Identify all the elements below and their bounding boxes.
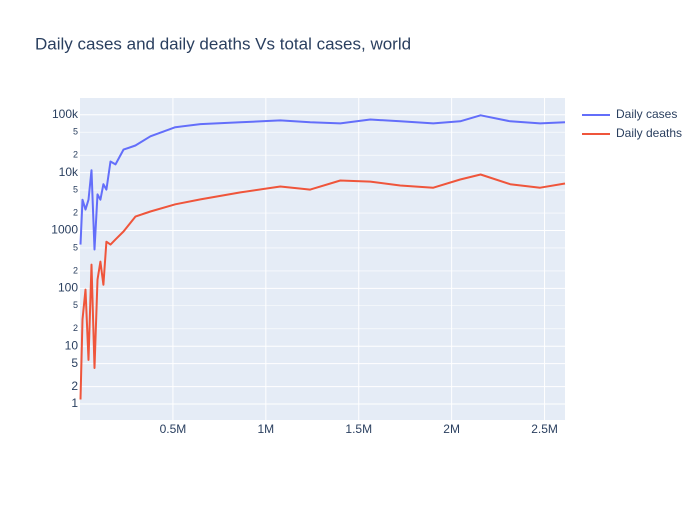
x-tick-label: 1M (257, 422, 274, 436)
y-tick-label: 2 (73, 323, 78, 333)
y-tick-label: 5 (73, 300, 78, 310)
y-tick-label: 5 (71, 356, 78, 370)
x-tick-label: 1.5M (345, 422, 372, 436)
legend-label: Daily cases (616, 107, 677, 121)
y-tick-label: 10 (65, 338, 79, 352)
y-tick-label: 5 (73, 184, 78, 194)
plot-area (80, 98, 565, 420)
y-tick-label: 2 (73, 265, 78, 275)
y-tick-label: 5 (73, 242, 78, 252)
y-tick-label: 100 (58, 281, 78, 295)
y-tick-label: 2 (73, 207, 78, 217)
y-tick-label: 100k (52, 107, 79, 121)
legend-label: Daily deaths (616, 126, 682, 140)
y-tick-label: 1 (71, 396, 78, 410)
y-tick-label: 2 (71, 379, 78, 393)
y-tick-label: 10k (59, 165, 79, 179)
y-tick-label: 1000 (51, 223, 78, 237)
series-line (79, 114, 566, 251)
x-tick-label: 2M (443, 422, 460, 436)
chart-title: Daily cases and daily deaths Vs total ca… (35, 34, 411, 53)
x-tick-label: 2.5M (531, 422, 558, 436)
y-tick-label: 2 (73, 150, 78, 160)
x-tick-label: 0.5M (160, 422, 187, 436)
series-line (79, 173, 566, 400)
y-tick-label: 5 (73, 127, 78, 137)
